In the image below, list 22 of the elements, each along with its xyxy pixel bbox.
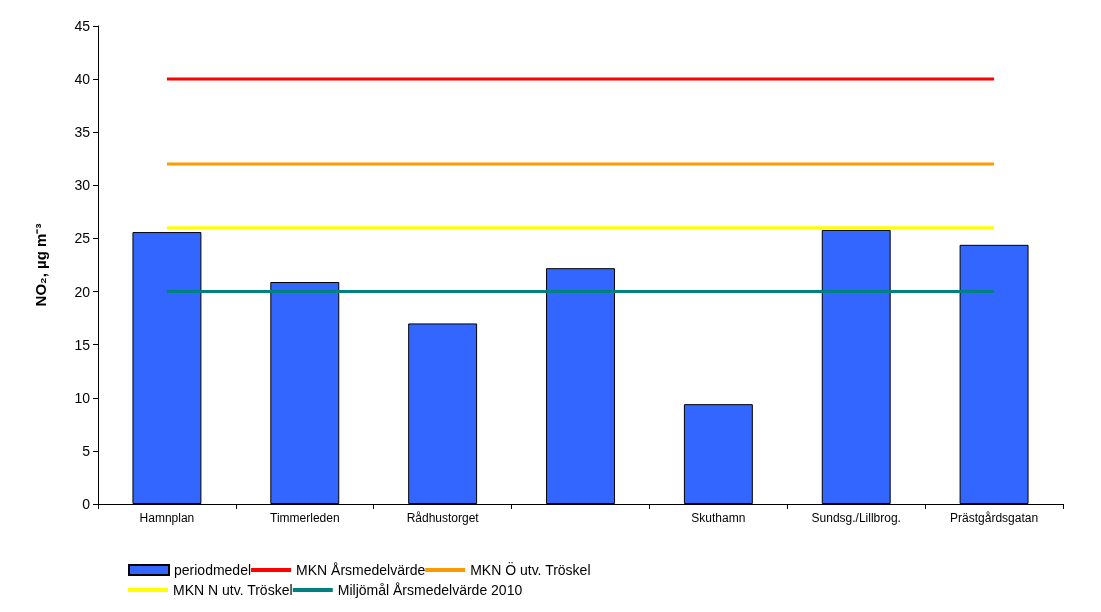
y-tick-label: 40 [74, 71, 91, 88]
x-tick-label: Hamnplan [139, 511, 195, 525]
legend-label: MKN N utv. Tröskel [173, 582, 293, 598]
y-tick-label: 25 [74, 230, 91, 247]
y-tick-label: 35 [74, 124, 91, 141]
y-tick-label: 45 [74, 18, 91, 34]
x-tick-label: Sundsg./Lillbrog. [811, 511, 901, 525]
y-axis-title: NO₂, µg m⁻³ [32, 223, 49, 307]
legend-label: periodmedel [174, 562, 252, 578]
y-tick-label: 10 [74, 389, 91, 406]
y-tick-label: 30 [74, 177, 91, 194]
x-tick-label: Timmerleden [270, 511, 340, 525]
y-tick-label: 15 [74, 336, 91, 353]
y-tick-label: 20 [74, 283, 91, 300]
legend-label: MKN Årsmedelvärde [296, 562, 426, 578]
legend-label: Miljömål Årsmedelvärde 2010 [337, 582, 523, 598]
y-tick-label: 0 [82, 496, 91, 512]
x-tick-label: Rådhustorget [406, 511, 480, 525]
x-tick-label: Prästgårdsgatan [950, 511, 1039, 525]
y-tick-label: 5 [82, 442, 91, 459]
x-tick-label: Skuthamn [691, 511, 746, 525]
legend-label: MKN Ö utv. Tröskel [470, 561, 591, 578]
